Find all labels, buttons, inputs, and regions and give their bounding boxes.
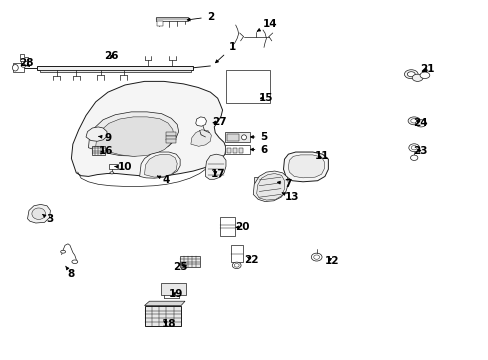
Bar [160,283,185,296]
Polygon shape [165,135,176,140]
Polygon shape [195,117,206,126]
Polygon shape [40,69,190,72]
Ellipse shape [12,64,18,71]
Ellipse shape [419,72,429,78]
Polygon shape [253,171,288,202]
Bar [232,148,236,153]
Bar [254,177,273,183]
Polygon shape [157,22,162,26]
Text: 18: 18 [162,319,176,329]
Bar [238,148,242,153]
Bar [109,164,118,169]
Text: 8: 8 [65,266,75,279]
Ellipse shape [21,65,26,67]
Text: 5: 5 [250,132,267,142]
Polygon shape [86,127,107,141]
Bar [230,245,243,262]
Text: 17: 17 [210,168,224,179]
Polygon shape [71,81,225,176]
Bar [224,132,250,142]
Bar [226,134,239,140]
Polygon shape [88,112,178,156]
Text: 22: 22 [244,255,259,265]
Ellipse shape [408,144,419,152]
Text: 4: 4 [157,175,170,185]
Bar [226,148,230,153]
Polygon shape [144,301,184,306]
Text: 7: 7 [277,179,291,189]
Text: 6: 6 [250,144,267,154]
Text: 19: 19 [169,289,183,299]
Text: 15: 15 [259,93,273,103]
Text: 13: 13 [282,192,299,202]
Polygon shape [144,154,177,177]
Bar [92,146,104,155]
Text: 28: 28 [19,58,33,68]
Bar [224,145,250,154]
Polygon shape [165,132,176,136]
Ellipse shape [72,260,78,264]
Text: 3: 3 [42,215,53,224]
Ellipse shape [410,155,417,161]
Polygon shape [156,17,188,22]
Polygon shape [20,54,27,61]
Text: 21: 21 [419,64,434,74]
Polygon shape [166,139,176,143]
Text: 16: 16 [99,146,113,156]
Text: 12: 12 [325,256,339,266]
Ellipse shape [410,145,416,150]
Text: 14: 14 [257,19,277,31]
Ellipse shape [61,250,65,253]
Text: 23: 23 [412,146,427,156]
Polygon shape [140,152,180,178]
Text: 1: 1 [215,42,235,63]
Ellipse shape [407,117,419,125]
Ellipse shape [313,255,319,259]
Polygon shape [13,63,24,72]
Bar [180,256,199,267]
Ellipse shape [407,72,414,77]
Text: 24: 24 [412,118,427,128]
Ellipse shape [234,264,239,267]
Ellipse shape [410,119,417,123]
Text: 9: 9 [99,133,111,143]
Text: 26: 26 [104,51,119,61]
Ellipse shape [415,120,426,127]
Ellipse shape [241,135,246,140]
Text: 2: 2 [187,12,214,22]
Ellipse shape [232,262,241,269]
Ellipse shape [110,172,114,174]
Ellipse shape [404,70,417,79]
Text: 11: 11 [315,150,329,161]
Bar [144,306,181,326]
Ellipse shape [411,74,422,81]
Text: 27: 27 [211,117,226,127]
Polygon shape [256,174,284,200]
Text: 25: 25 [173,262,187,272]
Ellipse shape [311,253,322,261]
Text: 20: 20 [234,222,249,232]
Bar [220,217,234,235]
Polygon shape [96,117,173,156]
Polygon shape [190,130,211,146]
Bar [225,70,269,103]
Polygon shape [37,66,193,69]
Ellipse shape [32,208,45,220]
Polygon shape [288,155,324,178]
Polygon shape [27,204,50,223]
Text: 10: 10 [115,162,132,172]
Polygon shape [283,152,328,182]
Polygon shape [205,154,225,179]
